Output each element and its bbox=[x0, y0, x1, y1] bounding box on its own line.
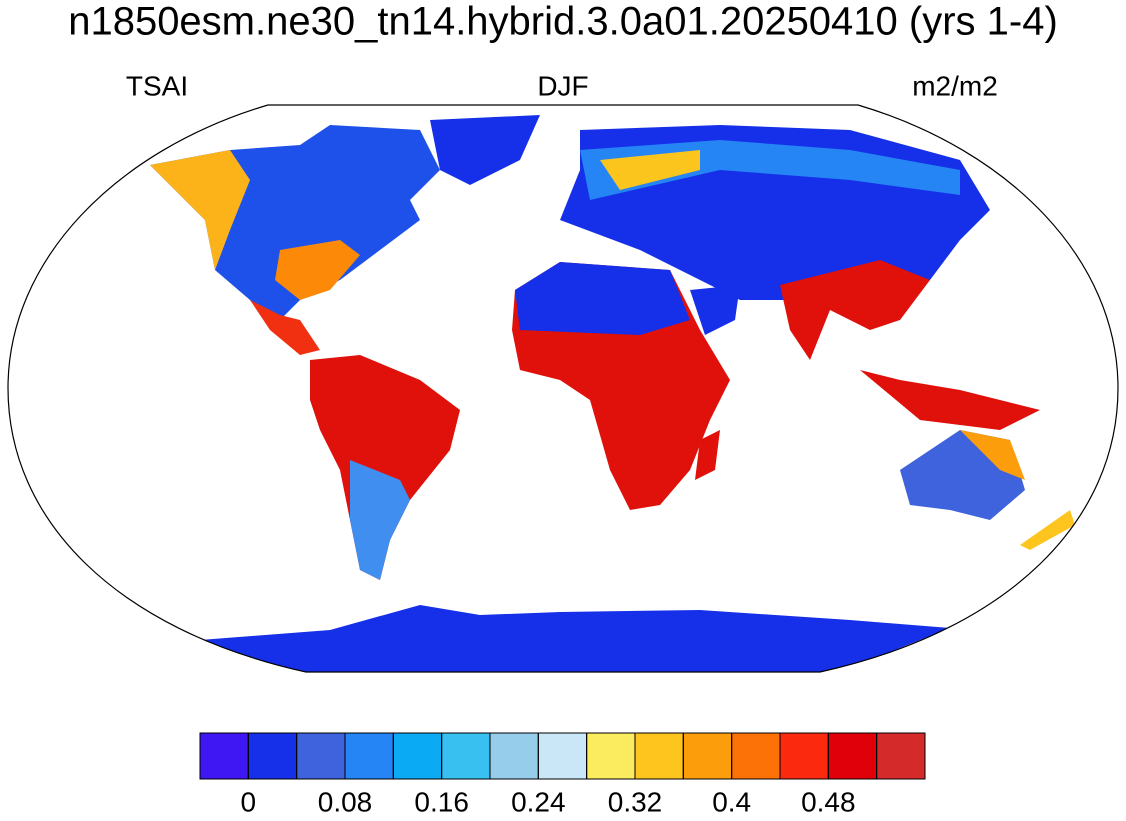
land bbox=[275, 240, 360, 300]
land bbox=[600, 150, 700, 190]
land bbox=[960, 430, 1025, 480]
color-box bbox=[876, 732, 926, 780]
right-string: m2/m2 bbox=[912, 70, 998, 101]
color-box bbox=[199, 732, 249, 780]
colorbar-tick-label: 0.08 bbox=[318, 786, 373, 817]
color-box bbox=[731, 732, 781, 780]
land bbox=[515, 262, 690, 335]
land bbox=[310, 355, 460, 580]
colorbar-tick-label: 0.24 bbox=[511, 786, 566, 817]
color-box bbox=[489, 732, 539, 780]
color-box bbox=[296, 732, 346, 780]
land bbox=[695, 430, 720, 480]
colorbar: 0 0.08 0.16 0.24 0.32 0.4 0.48 bbox=[199, 732, 926, 817]
color-box bbox=[682, 732, 733, 780]
color-box bbox=[634, 732, 684, 780]
center-string: DJF bbox=[537, 70, 588, 101]
color-box bbox=[441, 732, 491, 780]
land bbox=[860, 370, 1040, 430]
land bbox=[430, 115, 540, 185]
color-box bbox=[586, 732, 636, 780]
color-box bbox=[779, 732, 829, 780]
land bbox=[150, 150, 250, 270]
land bbox=[350, 460, 410, 580]
land bbox=[1020, 510, 1075, 550]
color-box bbox=[827, 732, 878, 780]
map-outline bbox=[7, 104, 1119, 673]
land bbox=[200, 605, 950, 672]
colorbar-tick-label: 0.16 bbox=[414, 786, 469, 817]
color-box bbox=[344, 732, 394, 780]
colorbar-tick-label: 0.48 bbox=[801, 786, 856, 817]
colorbar-tick-label: 0.32 bbox=[608, 786, 663, 817]
map bbox=[7, 104, 1119, 673]
land bbox=[250, 300, 320, 355]
left-string: TSAI bbox=[126, 70, 188, 101]
color-box bbox=[537, 732, 588, 780]
color-box bbox=[247, 732, 298, 780]
colorbar-tick-label: 0 bbox=[241, 786, 257, 817]
land bbox=[780, 260, 930, 360]
title: n1850esm.ne30_tn14.hybrid.3.0a01.2025041… bbox=[68, 0, 1058, 44]
land bbox=[690, 285, 740, 335]
color-box bbox=[392, 732, 443, 780]
colorbar-tick-label: 0.4 bbox=[712, 786, 751, 817]
